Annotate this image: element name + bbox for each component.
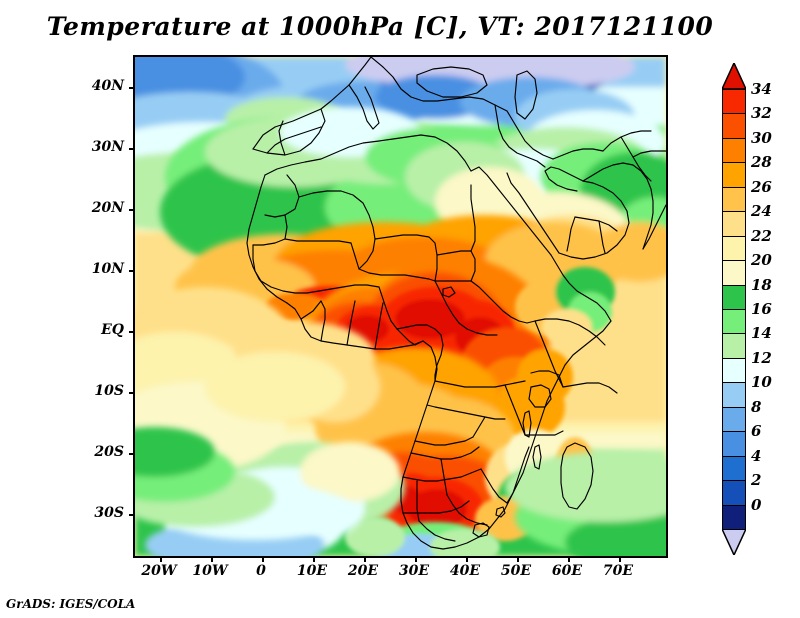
- colorbar-tick-label: 8: [751, 397, 762, 416]
- colorbar-tick-label: 2: [751, 471, 762, 490]
- x-tick: [517, 556, 519, 562]
- y-tick: [129, 392, 135, 394]
- y-tick: [129, 453, 135, 455]
- colorbar-band: [722, 162, 746, 189]
- colorbar-over-cap: [722, 63, 746, 89]
- x-axis-label-20w: 20W: [141, 563, 177, 579]
- x-tick: [568, 556, 570, 562]
- colorbar-tick-label: 28: [751, 153, 772, 172]
- y-axis-label-30s: 30S: [94, 505, 124, 521]
- colorbar-band: [722, 89, 746, 115]
- colorbar-tick-label: 16: [751, 300, 772, 318]
- colorbar-band: [722, 455, 746, 482]
- x-axis-label-20e: 20E: [347, 563, 379, 579]
- y-tick: [129, 209, 135, 211]
- x-tick: [160, 556, 162, 562]
- x-tick: [619, 556, 621, 562]
- page-title: Temperature at 1000hPa [C], VT: 20171211…: [46, 12, 714, 41]
- x-axis-label-10e: 10E: [296, 563, 328, 579]
- colorbar-band: [722, 113, 746, 140]
- colorbar-tick-label: 34: [751, 80, 772, 98]
- colorbar-band: [722, 235, 746, 262]
- colorbar-band: [722, 186, 746, 213]
- colorbar-band: [722, 309, 746, 335]
- x-tick: [313, 556, 315, 562]
- colorbar-band: [722, 284, 746, 311]
- x-tick: [262, 556, 264, 562]
- y-tick: [129, 270, 135, 272]
- map-plot-area[interactable]: [129, 55, 668, 562]
- x-axis-label-30e: 30E: [398, 563, 430, 579]
- colorbar-tick-label: 14: [751, 324, 772, 343]
- x-axis-label-60e: 60E: [551, 563, 583, 579]
- colorbar-band: [722, 480, 746, 507]
- colorbar-band: [722, 357, 746, 384]
- y-axis-label-eq: EQ: [101, 322, 124, 338]
- y-tick: [129, 514, 135, 516]
- x-axis-label-50e: 50E: [500, 563, 532, 579]
- colorbar-tick-label: 0: [751, 495, 762, 514]
- x-axis-label-10w: 10W: [192, 563, 228, 579]
- colorbar-tick-label: 4: [751, 446, 762, 465]
- y-axis-label-30n: 30N: [91, 139, 124, 155]
- colorbar-band: [722, 406, 746, 433]
- colorbar-tick-label: 30: [751, 128, 772, 147]
- colorbar-tick-label: 10: [751, 373, 772, 392]
- colorbar[interactable]: 34 32 30 28 26 24 22 20 18 16 14 12 10 8 6 4 2 0: [722, 63, 772, 555]
- y-axis-label-20s: 20S: [94, 444, 124, 460]
- colorbar-under-cap: [722, 529, 746, 555]
- x-axis-label-40e: 40E: [449, 563, 481, 579]
- x-axis-label-70e: 70E: [602, 563, 634, 579]
- credit-text: GrADS: IGES/COLA: [6, 597, 136, 611]
- colorbar-band: [722, 333, 746, 360]
- x-tick: [415, 556, 417, 562]
- colorbar-tick-label: 22: [751, 226, 772, 245]
- temperature-field: [135, 57, 666, 556]
- y-axis-label-40n: 40N: [91, 78, 124, 94]
- colorbar-tick-label: 12: [751, 348, 772, 367]
- colorbar-tick-label: 20: [751, 251, 772, 270]
- x-axis-label-0: 0: [256, 563, 266, 579]
- colorbar-band: [722, 211, 746, 238]
- y-tick: [129, 87, 135, 89]
- y-axis-label-20n: 20N: [91, 200, 124, 216]
- colorbar-tick-label: 24: [751, 202, 772, 221]
- colorbar-tick-label: 26: [751, 177, 772, 196]
- y-axis-label-10s: 10S: [94, 383, 124, 399]
- y-tick: [129, 331, 135, 333]
- colorbar-band: [722, 137, 746, 164]
- y-axis-label-10n: 10N: [91, 261, 124, 277]
- y-tick: [129, 148, 135, 150]
- x-tick: [466, 556, 468, 562]
- x-tick: [364, 556, 366, 562]
- colorbar-tick-label: 6: [751, 422, 762, 441]
- colorbar-band: [722, 504, 746, 531]
- colorbar-tick-label: 18: [751, 275, 772, 294]
- colorbar-band: [722, 382, 746, 409]
- colorbar-band: [722, 431, 746, 458]
- x-tick: [211, 556, 213, 562]
- colorbar-band: [722, 260, 746, 287]
- colorbar-tick-label: 32: [751, 104, 772, 123]
